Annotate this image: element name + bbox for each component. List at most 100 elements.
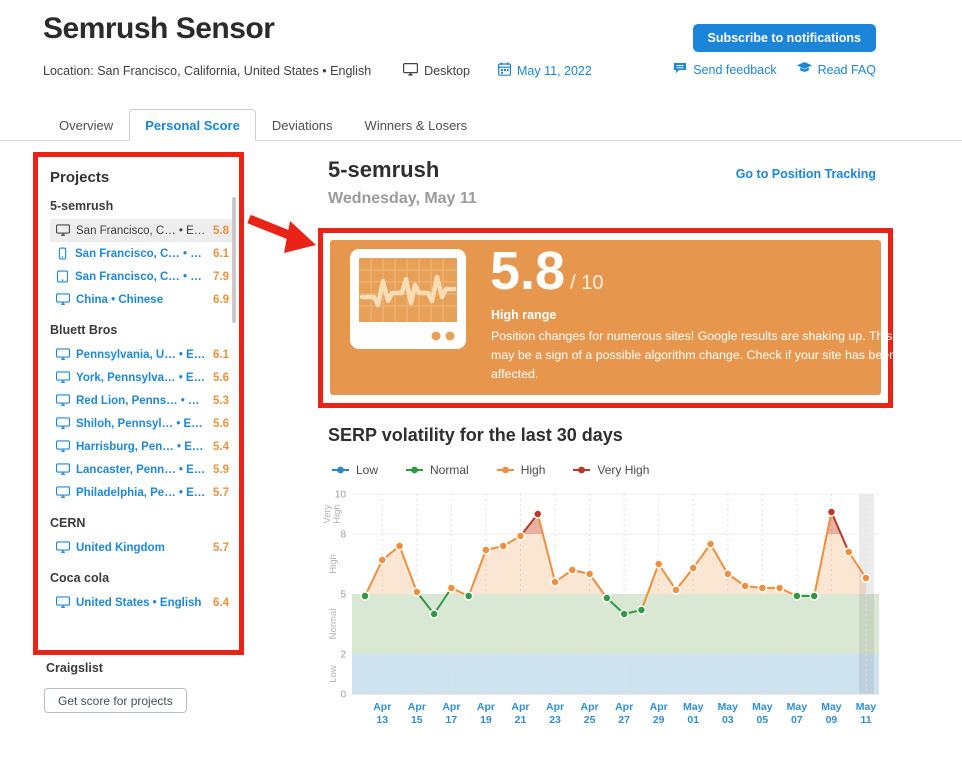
data-point	[636, 605, 647, 615]
data-point	[757, 583, 768, 593]
project-group-name: Bluett Bros	[50, 323, 118, 337]
desktop-icon	[56, 371, 70, 384]
legend-item: Low	[332, 463, 378, 477]
svg-text:2: 2	[340, 650, 346, 661]
svg-text:0: 0	[340, 690, 346, 701]
svg-text:23: 23	[549, 714, 561, 726]
svg-text:03: 03	[722, 714, 734, 726]
date-picker[interactable]: May 11, 2022	[498, 62, 592, 79]
project-location-label: York, Pennsylva… • English	[76, 371, 207, 384]
current-date-heading: Wednesday, May 11	[328, 190, 477, 207]
desktop-icon	[56, 224, 70, 237]
svg-text:25: 25	[584, 714, 596, 726]
data-point	[463, 591, 474, 601]
data-point	[584, 569, 595, 579]
svg-text:15: 15	[411, 714, 423, 726]
legend-marker-icon	[496, 466, 514, 474]
project-score-value: 6.4	[213, 596, 229, 609]
project-location-label: United States • English	[76, 596, 202, 609]
projects-scrollbar[interactable]	[232, 197, 236, 323]
svg-text:High: High	[332, 504, 343, 524]
project-location-label: China • Chinese	[76, 293, 164, 306]
data-point	[688, 563, 698, 573]
svg-text:19: 19	[480, 714, 492, 726]
svg-text:5: 5	[340, 590, 346, 601]
project-location-row[interactable]: Lancaster, Penn… • English 5.9	[50, 458, 233, 481]
score-card-annotation-box	[318, 228, 893, 408]
annotation-arrow	[247, 214, 316, 253]
svg-text:May: May	[856, 701, 877, 713]
svg-text:21: 21	[515, 714, 527, 726]
data-point	[360, 591, 370, 601]
svg-text:05: 05	[757, 714, 769, 726]
score-value: 5.8	[490, 241, 566, 301]
legend-marker-icon	[573, 466, 591, 474]
data-point	[550, 577, 560, 587]
svg-text:Apr: Apr	[511, 701, 529, 713]
calendar-icon	[498, 62, 512, 79]
project-location-row[interactable]: Red Lion, Penns… • English 5.3	[50, 389, 233, 412]
svg-text:Apr: Apr	[546, 701, 564, 713]
tab-overview[interactable]: Overview	[59, 118, 114, 133]
project-location-label: Shiloh, Pennsyl… • English	[76, 417, 207, 430]
desktop-icon	[56, 417, 70, 430]
tab-deviations[interactable]: Deviations	[271, 118, 333, 133]
chart-legend: Low Normal High Very High	[332, 463, 649, 477]
svg-text:May: May	[718, 701, 739, 713]
project-location-row[interactable]: San Francisco, C… • English 5.8	[50, 219, 233, 242]
data-point	[843, 547, 854, 557]
project-score-value: 6.1	[213, 348, 229, 361]
page-title: Semrush Sensor	[43, 12, 275, 45]
score-card: 5.8 / 10 High range Position changes for…	[330, 240, 896, 395]
project-location-row[interactable]: United Kingdom 5.7	[50, 536, 233, 559]
sensor-monitor-icon	[350, 249, 466, 349]
position-tracking-link[interactable]: Go to Position Tracking	[735, 167, 876, 181]
project-location-row[interactable]: Philadelphia, Pe… • English 5.7	[50, 481, 233, 504]
svg-text:May: May	[787, 701, 808, 713]
data-point	[671, 585, 681, 595]
project-location-row[interactable]: San Francisco, C… • English 6.1	[50, 242, 233, 265]
project-group-name: 5-semrush	[50, 199, 114, 213]
project-location-row[interactable]: United States • English 6.4	[50, 591, 233, 614]
svg-text:10: 10	[335, 490, 347, 501]
device-selector[interactable]: Desktop	[403, 62, 470, 79]
data-point	[533, 509, 543, 519]
svg-text:Apr: Apr	[615, 701, 633, 713]
data-point	[705, 539, 716, 549]
project-location-row[interactable]: San Francisco, C… • English 7.9	[50, 265, 233, 288]
svg-text:29: 29	[653, 714, 665, 726]
read-faq-label: Read FAQ	[817, 62, 876, 77]
project-location-row[interactable]: China • Chinese 6.9	[50, 288, 233, 311]
project-score-value: 5.4	[213, 440, 229, 453]
data-point	[861, 573, 871, 583]
read-faq-link[interactable]: Read FAQ	[796, 62, 876, 77]
desktop-icon	[56, 541, 70, 554]
serp-volatility-chart[interactable]: 0 2 5 8 10 Low Normal High Very High Apr 13 Apr 15 Apr…	[322, 486, 902, 744]
data-point	[481, 545, 491, 555]
data-point	[602, 593, 612, 603]
score-denominator: / 10	[570, 272, 604, 294]
svg-text:17: 17	[446, 714, 458, 726]
project-score-value: 5.7	[213, 541, 229, 554]
project-location-row[interactable]: Shiloh, Pennsyl… • English 5.6	[50, 412, 233, 435]
tab-winners-losers[interactable]: Winners & Losers	[364, 118, 468, 133]
range-description: Position changes for numerous sites! Goo…	[491, 329, 896, 382]
svg-text:11: 11	[860, 714, 871, 726]
tab-personal-score[interactable]: Personal Score	[129, 109, 256, 141]
get-score-button[interactable]: Get score for projects	[44, 688, 187, 713]
project-location-row[interactable]: Harrisburg, Pen… • English 5.4	[50, 435, 233, 458]
score-value-row: 5.8 / 10	[490, 241, 604, 301]
data-point	[723, 569, 733, 579]
data-point	[567, 565, 578, 575]
desktop-icon	[56, 596, 70, 609]
data-point	[792, 591, 802, 601]
project-score-value: 5.6	[213, 371, 229, 384]
subscribe-button[interactable]: Subscribe to notifications	[692, 24, 876, 52]
desktop-icon	[56, 293, 70, 306]
send-feedback-link[interactable]: Send feedback	[673, 62, 777, 77]
range-label: High range	[491, 308, 557, 322]
project-location-row[interactable]: York, Pennsylva… • English 5.6	[50, 366, 233, 389]
tab-bar: Overview Personal Score Deviations Winne…	[0, 109, 962, 141]
data-point	[498, 541, 508, 551]
project-location-row[interactable]: Pennsylvania, U… • English 6.1	[50, 343, 233, 366]
